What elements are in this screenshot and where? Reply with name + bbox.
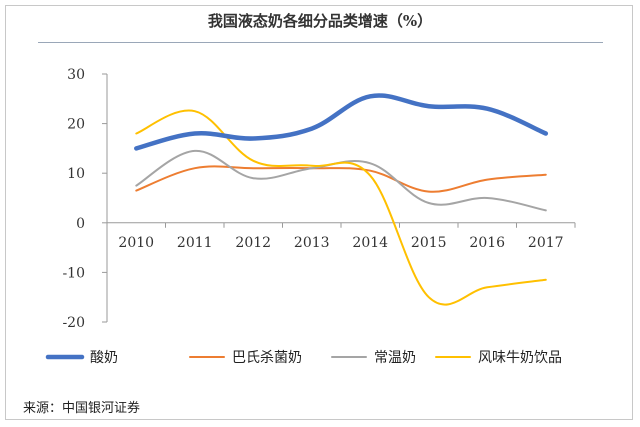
- x-tick-label: 2010: [118, 235, 154, 251]
- title-divider: [38, 42, 603, 43]
- chart-title: 我国液态奶各细分品类增速（%）: [207, 12, 433, 30]
- x-tick-label: 2015: [411, 235, 447, 251]
- series-group: [134, 93, 549, 306]
- axes-group: -20 -10 0 10 20 30 2010 2011 2012 2013 2014 2015 201…: [62, 67, 576, 331]
- series-line-1: [134, 93, 549, 151]
- legend-label: 常温奶: [374, 350, 416, 366]
- series-line-4: [135, 109, 547, 306]
- series-line-2: [135, 165, 547, 193]
- y-tick-label: 0: [76, 216, 85, 232]
- y-tick-label: -20: [62, 315, 85, 331]
- y-tick-label: 10: [67, 166, 85, 182]
- x-tick-label: 2013: [294, 235, 330, 251]
- y-tick-label: -10: [62, 265, 85, 281]
- x-tick-label: 2017: [528, 235, 564, 251]
- legend-label: 巴氏杀菌奶: [232, 350, 302, 366]
- legend-label: 酸奶: [90, 350, 118, 366]
- y-tick-label: 20: [67, 117, 85, 133]
- x-tick-label: 2012: [235, 235, 271, 251]
- legend-label: 风味牛奶饮品: [478, 350, 562, 366]
- source-note: 来源：中国银河证券: [23, 401, 141, 416]
- y-tick-label: 30: [67, 67, 85, 83]
- chart-frame: [5, 5, 633, 420]
- legend: 酸奶 巴氏杀菌奶 常温奶 风味牛奶饮品: [45, 350, 562, 366]
- x-tick-label: 2011: [177, 235, 213, 251]
- x-tick-label: 2016: [469, 235, 505, 251]
- x-tick-label: 2014: [352, 235, 388, 251]
